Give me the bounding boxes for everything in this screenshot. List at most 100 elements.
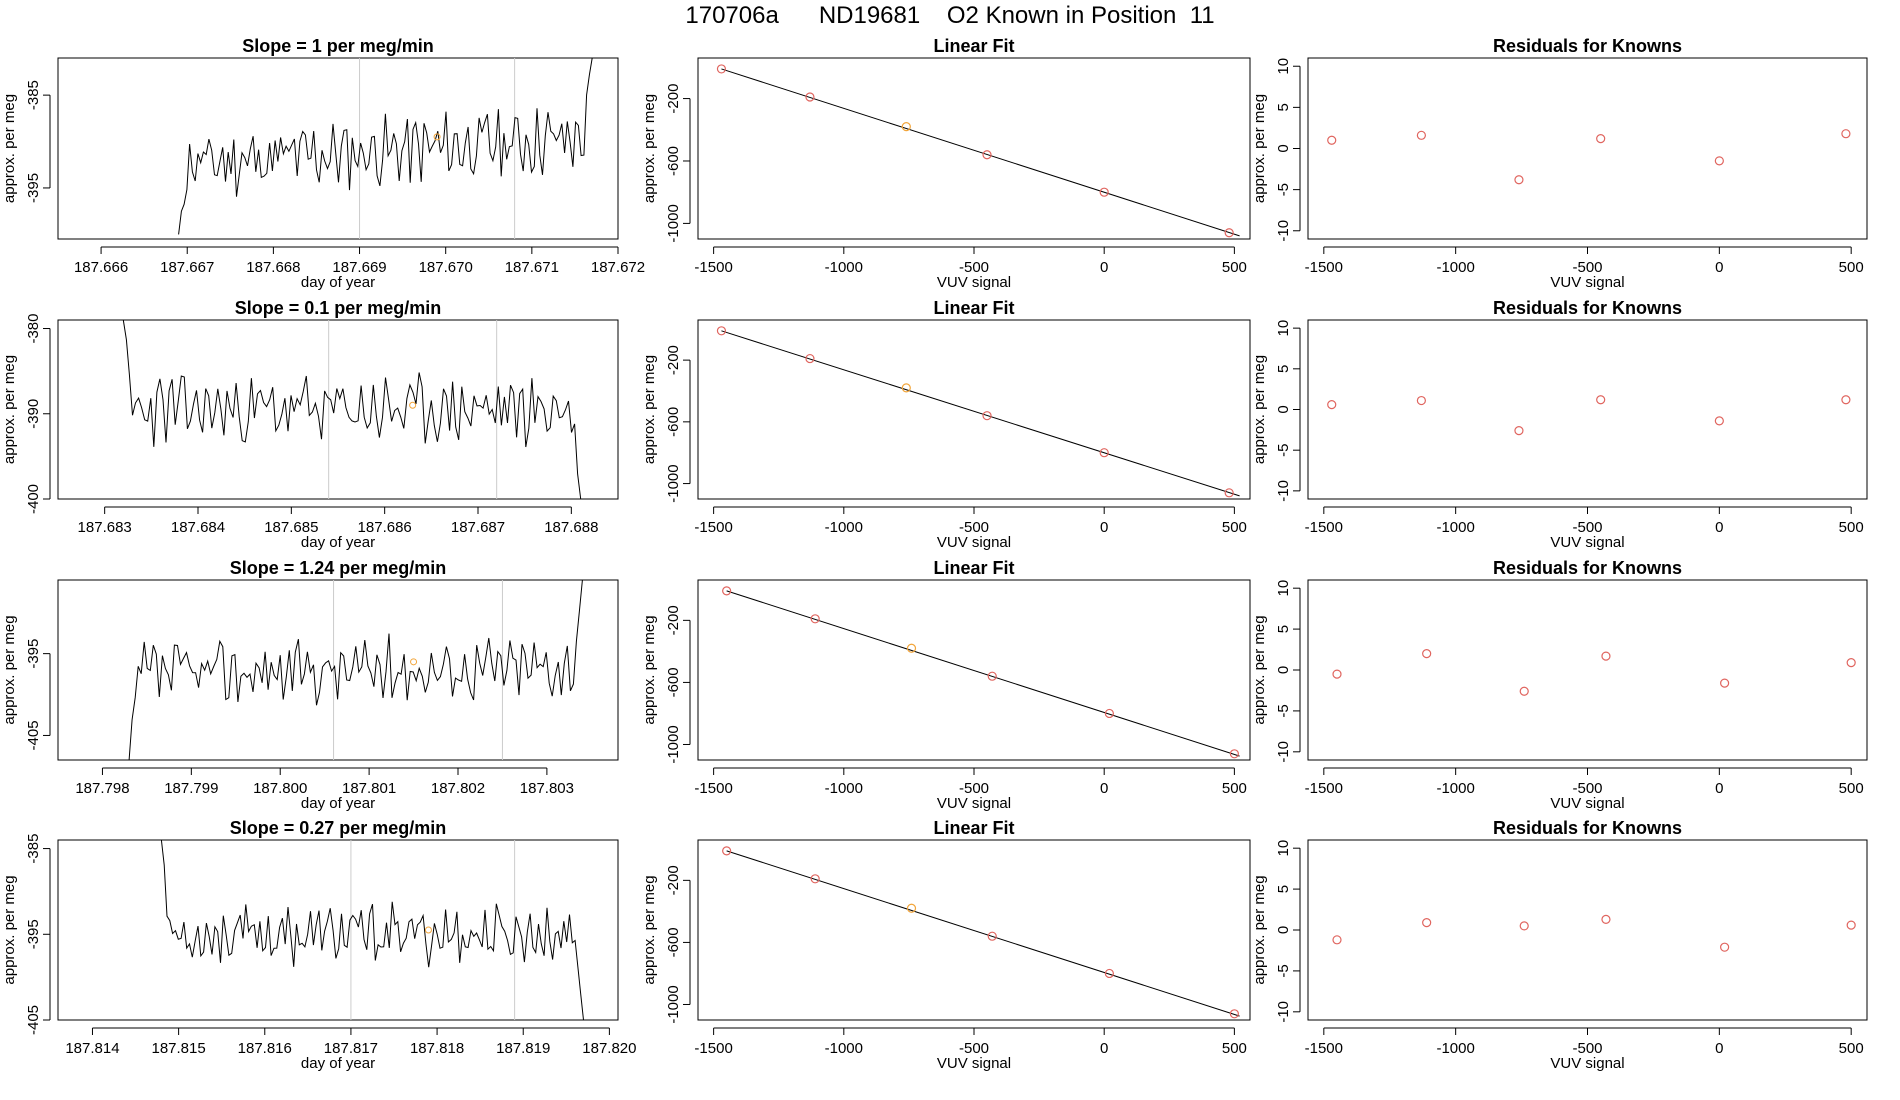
y-axis-label: approx. per meg xyxy=(1251,94,1268,203)
data-point xyxy=(987,671,997,681)
y-tick-label: 10 xyxy=(1275,840,1292,857)
data-point xyxy=(1514,426,1524,436)
x-tick-label: -1500 xyxy=(1305,1040,1343,1057)
panel-title: Slope = 0.1 per meg/min xyxy=(235,298,442,318)
fit-line xyxy=(726,590,1240,757)
y-tick-label: -390 xyxy=(25,399,42,429)
fit-line xyxy=(721,68,1240,237)
plot-frame xyxy=(57,57,619,240)
y-tick-label: -600 xyxy=(665,146,682,176)
panel-title: Slope = 1 per meg/min xyxy=(242,36,434,56)
y-tick-label: -200 xyxy=(665,605,682,635)
panel-title: Linear Fit xyxy=(933,298,1014,318)
data-point xyxy=(906,643,917,653)
x-tick-label: -1000 xyxy=(825,519,863,536)
x-tick-label: 500 xyxy=(1222,259,1247,276)
x-tick-label: 187.683 xyxy=(78,519,132,536)
plot-frame xyxy=(697,839,1251,1021)
x-tick-label: -1000 xyxy=(825,780,863,797)
x-tick-label: -500 xyxy=(959,780,989,797)
x-tick-label: 500 xyxy=(1839,780,1864,797)
y-tick-label: 5 xyxy=(1275,625,1292,633)
x-tick-label: 187.686 xyxy=(358,519,412,536)
x-tick-label: -500 xyxy=(1572,259,1602,276)
y-tick-label: 10 xyxy=(1275,58,1292,75)
data-point xyxy=(1514,175,1524,185)
data-point xyxy=(805,353,815,364)
x-tick-label: 187.815 xyxy=(151,1040,205,1057)
x-tick-label: 0 xyxy=(1715,519,1723,536)
x-tick-label: 187.799 xyxy=(164,780,218,797)
y-tick-label: 10 xyxy=(1275,580,1292,597)
y-axis-label: approx. per meg xyxy=(1,875,18,984)
data-point xyxy=(1601,914,1611,924)
y-tick-label: -1000 xyxy=(665,725,682,763)
x-axis-label: day of year xyxy=(301,795,375,812)
data-point xyxy=(716,326,727,336)
data-trace xyxy=(122,319,582,500)
y-axis-label: approx. per meg xyxy=(641,615,658,724)
y-tick-label: -405 xyxy=(25,1005,42,1035)
panel-1-3: Residuals for Knowns -1500 -1000 -500 0 500 VU… xyxy=(1251,36,1868,291)
x-tick-label: 187.819 xyxy=(496,1040,550,1057)
y-tick-label: -10 xyxy=(1275,741,1292,763)
data-point xyxy=(716,64,727,74)
data-point xyxy=(1327,135,1337,145)
panel-4-1: Slope = 0.27 per meg/min 187.814 187.815 18… xyxy=(1,818,637,1072)
fit-line xyxy=(721,330,1240,497)
plot-frame xyxy=(1307,319,1868,500)
y-axis-label: approx. per meg xyxy=(1251,875,1268,984)
x-tick-label: -500 xyxy=(959,519,989,536)
x-tick-label: 187.668 xyxy=(246,259,300,276)
data-point xyxy=(1601,651,1611,661)
y-tick-label: -600 xyxy=(665,667,682,697)
panel-4-2: Linear Fit -1500 -1000 -500 0 500 VUV signal -2… xyxy=(641,818,1251,1072)
panel-title: Linear Fit xyxy=(933,558,1014,578)
x-axis-label: day of year xyxy=(301,534,375,551)
x-tick-label: 500 xyxy=(1839,519,1864,536)
y-tick-label: -395 xyxy=(25,173,42,203)
data-point xyxy=(1104,968,1114,979)
data-point xyxy=(987,931,997,941)
panel-3-1: Slope = 1.24 per meg/min 187.798 187.799 18… xyxy=(1,558,619,812)
x-tick-label: 187.666 xyxy=(74,259,128,276)
x-axis-label: VUV signal xyxy=(937,795,1011,812)
x-tick-label: 187.667 xyxy=(160,259,214,276)
y-axis-label: approx. per meg xyxy=(641,875,658,984)
y-axis-label: approx. per meg xyxy=(1,355,18,464)
x-tick-label: -1500 xyxy=(1305,259,1343,276)
data-point xyxy=(1841,395,1851,405)
figure-title: 170706a ND19681 O2 Known in Position 11 xyxy=(685,2,1215,29)
data-trace xyxy=(128,579,583,761)
y-tick-label: -10 xyxy=(1275,480,1292,502)
x-tick-label: -500 xyxy=(1572,780,1602,797)
x-tick-label: 187.818 xyxy=(410,1040,464,1057)
data-point xyxy=(722,586,732,596)
y-tick-label: -400 xyxy=(25,484,42,514)
x-axis-label: VUV signal xyxy=(937,534,1011,551)
data-point xyxy=(1327,400,1337,410)
data-point xyxy=(1332,935,1342,945)
x-axis-label: VUV signal xyxy=(1550,274,1624,291)
y-tick-label: 0 xyxy=(1275,926,1292,934)
plot-frame xyxy=(1307,57,1868,240)
fit-line xyxy=(726,850,1240,1017)
y-axis-label: approx. per meg xyxy=(1251,615,1268,724)
x-tick-label: -1500 xyxy=(694,519,732,536)
y-tick-label: -600 xyxy=(665,407,682,437)
data-point xyxy=(1104,708,1114,719)
data-point xyxy=(1519,686,1529,696)
x-tick-label: 187.669 xyxy=(332,259,386,276)
x-axis-label: day of year xyxy=(301,1055,375,1072)
x-tick-label: 187.803 xyxy=(520,780,574,797)
panel-2-3: Residuals for Knowns -1500 -1000 -500 0 500 VU… xyxy=(1251,298,1868,551)
y-axis-label: approx. per meg xyxy=(641,355,658,464)
highlight-point xyxy=(410,658,418,666)
plot-frame xyxy=(697,319,1251,500)
plot-frame xyxy=(57,319,619,500)
y-tick-label: -10 xyxy=(1275,220,1292,242)
data-point xyxy=(1846,920,1856,930)
panel-title: Residuals for Knowns xyxy=(1493,298,1682,318)
panel-3-2: Linear Fit -1500 -1000 -500 0 500 VUV signal -2… xyxy=(641,558,1251,812)
